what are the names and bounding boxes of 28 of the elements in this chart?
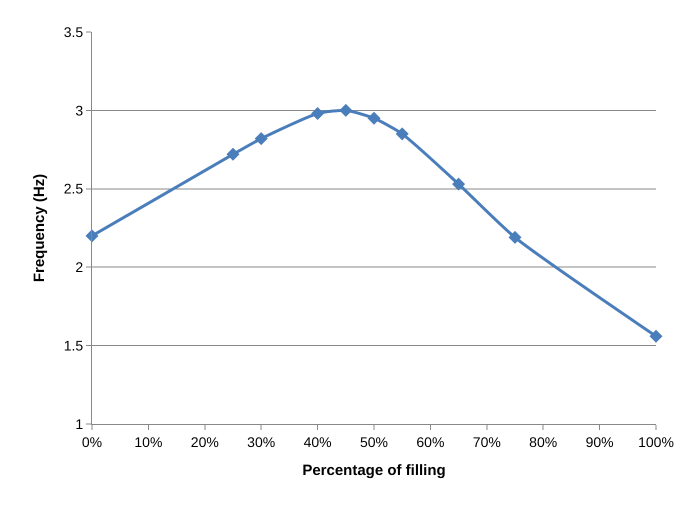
- x-tick-label: 0%: [82, 434, 102, 450]
- point: [226, 148, 240, 161]
- x-tick-label: 20%: [190, 434, 219, 450]
- y-tick-label: 3: [75, 102, 84, 118]
- x-tick-label: 90%: [586, 434, 614, 450]
- x-tick-label: 50%: [360, 434, 388, 450]
- point: [254, 132, 268, 146]
- x-axis-title: Percentage of filling: [302, 462, 446, 479]
- y-tick-label: 2.5: [64, 180, 84, 197]
- point: [508, 230, 522, 244]
- point: [650, 330, 662, 343]
- x-tick-label: 70%: [472, 434, 501, 450]
- y-tick-label: 2: [75, 259, 84, 276]
- point: [452, 178, 466, 191]
- x-tick-label: 40%: [304, 434, 332, 450]
- y-tick-label: 3.5: [64, 24, 84, 40]
- point: [311, 107, 324, 120]
- x-tick-label: 80%: [529, 434, 558, 450]
- x-tick-label: 10%: [134, 434, 162, 450]
- x-tick-label: 60%: [416, 434, 444, 450]
- point: [368, 112, 380, 125]
- point: [339, 104, 352, 117]
- x-tick-label: 100%: [638, 434, 674, 450]
- y-tick-label: 1.5: [64, 338, 84, 354]
- point: [396, 127, 409, 140]
- y-axis-title: Frequency (Hz): [30, 174, 48, 282]
- y-tick-label: 1: [75, 416, 84, 432]
- x-tick-label: 30%: [247, 434, 276, 450]
